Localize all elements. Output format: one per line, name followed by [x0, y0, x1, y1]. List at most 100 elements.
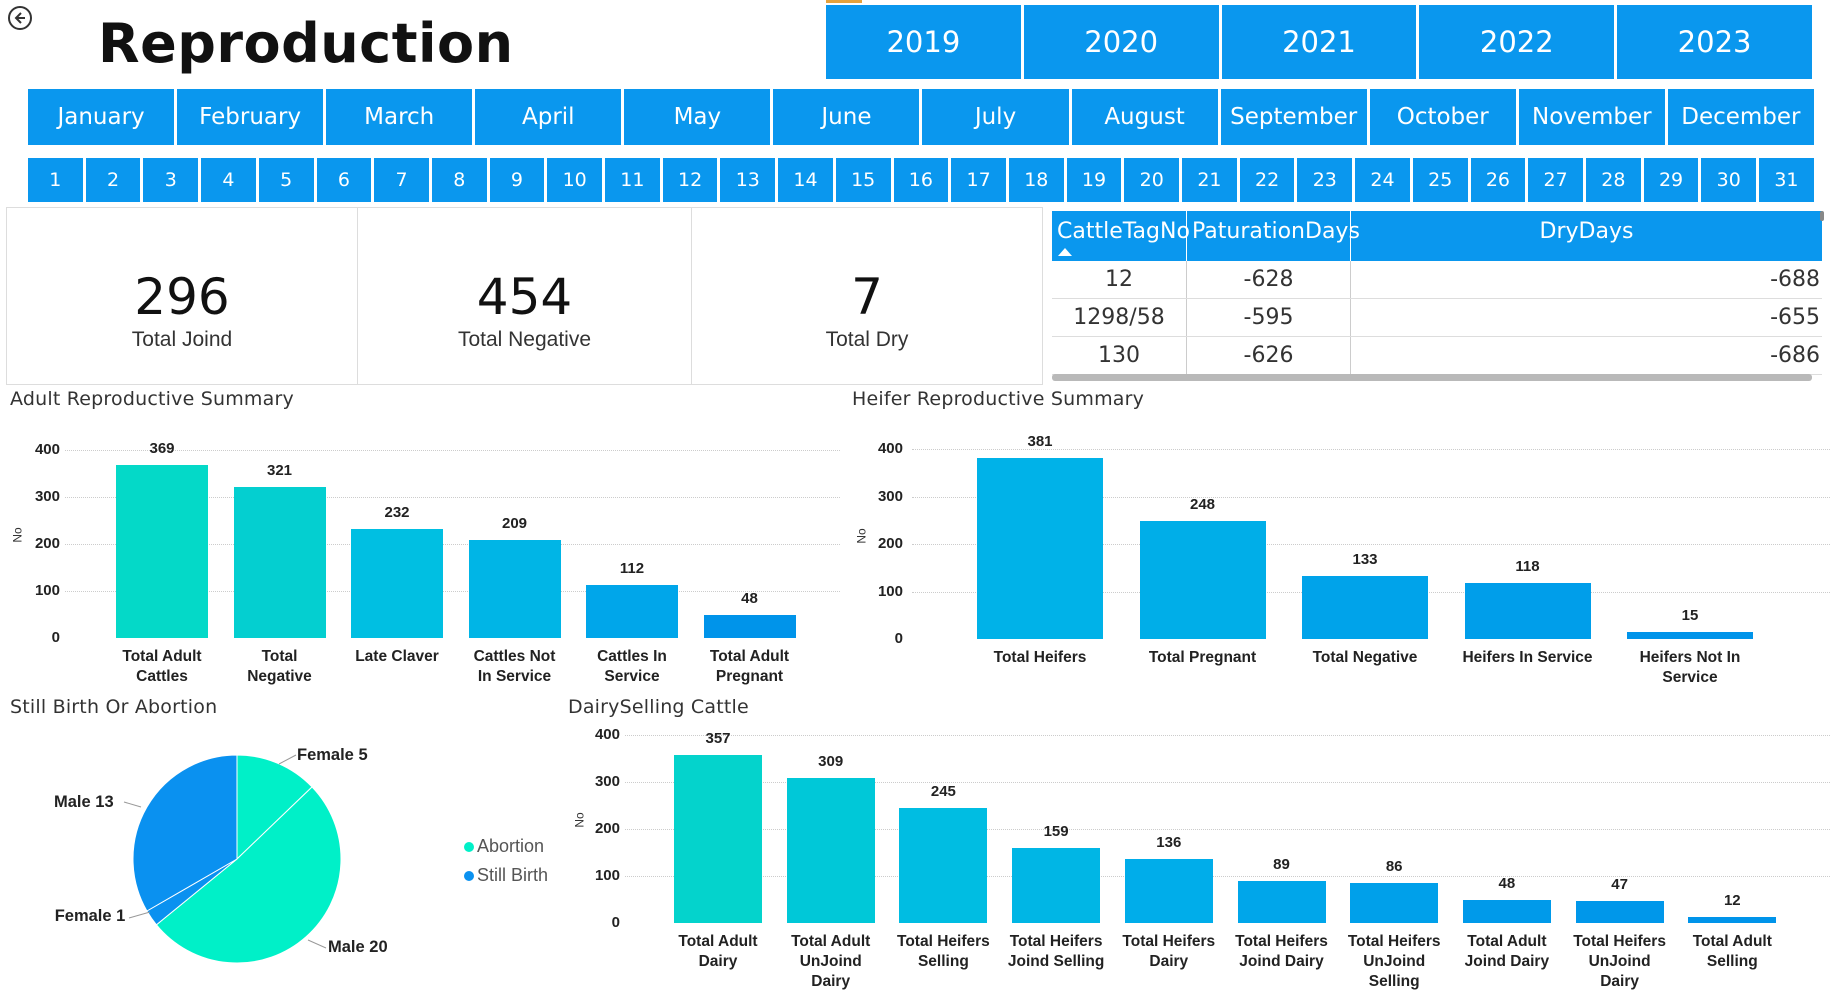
year-option-2019[interactable]: 2019: [826, 5, 1021, 79]
table-vertical-scrollbar[interactable]: [1820, 211, 1824, 221]
heifer-reproductive-chart: No 0 100 200 300 400 381 Total Heifers 248 Total …: [850, 415, 1838, 695]
bar[interactable]: [1139, 521, 1266, 639]
day-option-11[interactable]: 11: [605, 158, 660, 202]
day-option-28[interactable]: 28: [1585, 158, 1641, 202]
day-option-4[interactable]: 4: [201, 158, 256, 202]
bar[interactable]: [1464, 582, 1591, 639]
day-option-25[interactable]: 25: [1412, 158, 1468, 202]
kpi-value: 454: [476, 268, 573, 326]
column-header-cattletagno[interactable]: CattleTagNo: [1052, 211, 1190, 261]
day-option-6[interactable]: 6: [316, 158, 372, 202]
month-option-february[interactable]: February: [177, 89, 324, 145]
bar[interactable]: [586, 585, 678, 638]
bar[interactable]: [674, 755, 762, 923]
legend-item-still-birth[interactable]: Still Birth: [464, 865, 548, 886]
day-option-19[interactable]: 19: [1066, 158, 1122, 202]
month-option-september[interactable]: September: [1220, 89, 1367, 145]
gridline: [65, 591, 840, 592]
pie-slice[interactable]: [132, 754, 238, 912]
bar[interactable]: [1124, 859, 1213, 923]
year-option-2021[interactable]: 2021: [1221, 5, 1417, 79]
day-option-23[interactable]: 23: [1297, 158, 1353, 202]
bar[interactable]: [468, 539, 561, 638]
year-option-2022[interactable]: 2022: [1419, 5, 1615, 79]
day-option-7[interactable]: 7: [374, 158, 429, 202]
day-option-22[interactable]: 22: [1239, 158, 1295, 202]
sort-ascending-icon[interactable]: [1058, 248, 1072, 256]
bar[interactable]: [116, 464, 208, 638]
bar[interactable]: [1012, 848, 1101, 923]
month-option-november[interactable]: November: [1518, 89, 1665, 145]
legend-item-abortion[interactable]: Abortion: [464, 836, 544, 857]
column-header-drydays[interactable]: DryDays: [1351, 211, 1822, 261]
day-option-20[interactable]: 20: [1124, 158, 1180, 202]
bar[interactable]: [1350, 882, 1439, 923]
day-option-29[interactable]: 29: [1643, 158, 1699, 202]
kpi-card-total-dry: 7 Total Dry: [691, 207, 1043, 385]
table-row[interactable]: 130 -626 -686: [1052, 337, 1822, 375]
day-option-14[interactable]: 14: [778, 158, 833, 202]
pie-slice[interactable]: [236, 754, 313, 861]
table-row[interactable]: 1298/58 -595 -655: [1052, 299, 1822, 337]
day-option-30[interactable]: 30: [1701, 158, 1757, 202]
table-horizontal-scrollbar[interactable]: [1052, 374, 1812, 381]
day-option-1[interactable]: 1: [28, 158, 83, 202]
month-option-august[interactable]: August: [1071, 89, 1218, 145]
bar[interactable]: [1627, 631, 1753, 639]
day-option-10[interactable]: 10: [547, 158, 603, 202]
y-tick-label: 300: [34, 488, 60, 505]
bar[interactable]: [1237, 881, 1326, 923]
month-option-january[interactable]: January: [28, 89, 175, 145]
bar[interactable]: [233, 487, 326, 638]
year-slicer-accent: [826, 0, 862, 3]
month-option-october[interactable]: October: [1369, 89, 1516, 145]
column-header-paturationdays[interactable]: PaturationDays: [1187, 211, 1360, 261]
day-option-17[interactable]: 17: [951, 158, 1006, 202]
bar[interactable]: [1575, 900, 1664, 923]
gridline: [65, 544, 840, 545]
bar[interactable]: [1302, 575, 1428, 639]
year-option-2020[interactable]: 2020: [1023, 5, 1219, 79]
day-option-2[interactable]: 2: [85, 158, 141, 202]
y-tick-label: 400: [594, 726, 620, 743]
chart-title: Adult Reproductive Summary: [10, 388, 294, 410]
month-option-june[interactable]: June: [773, 89, 920, 145]
day-option-31[interactable]: 31: [1759, 158, 1814, 202]
month-option-december[interactable]: December: [1667, 89, 1814, 145]
day-option-9[interactable]: 9: [489, 158, 545, 202]
month-option-july[interactable]: July: [922, 89, 1069, 145]
table-cell: 1298/58: [1052, 299, 1187, 336]
data-label: 321: [266, 462, 293, 480]
table-header: CattleTagNo PaturationDays DryDays: [1052, 211, 1822, 261]
day-option-18[interactable]: 18: [1008, 158, 1064, 202]
day-option-15[interactable]: 15: [835, 158, 891, 202]
month-option-march[interactable]: March: [326, 89, 473, 145]
day-option-5[interactable]: 5: [258, 158, 314, 202]
bar[interactable]: [786, 777, 875, 923]
pie-slice[interactable]: [155, 786, 342, 964]
day-option-24[interactable]: 24: [1355, 158, 1410, 202]
day-option-26[interactable]: 26: [1470, 158, 1526, 202]
bar[interactable]: [899, 807, 988, 923]
bar[interactable]: [351, 528, 443, 638]
dairy-selling-chart: No 0 100 200 300 400 357 Total Adult Dairy 309 To…: [560, 722, 1838, 1006]
day-option-8[interactable]: 8: [431, 158, 487, 202]
day-option-12[interactable]: 12: [662, 158, 718, 202]
back-arrow-icon[interactable]: [8, 6, 32, 30]
bar[interactable]: [1688, 917, 1777, 923]
bar[interactable]: [1462, 900, 1551, 923]
day-option-27[interactable]: 27: [1528, 158, 1583, 202]
data-label: 48: [1498, 875, 1516, 893]
month-option-may[interactable]: May: [624, 89, 771, 145]
kpi-label: Total Negative: [457, 328, 592, 351]
day-option-13[interactable]: 13: [720, 158, 776, 202]
table-row[interactable]: 12 -628 -688: [1052, 261, 1822, 299]
bar[interactable]: [703, 615, 796, 638]
day-option-21[interactable]: 21: [1182, 158, 1237, 202]
day-option-16[interactable]: 16: [893, 158, 949, 202]
month-option-april[interactable]: April: [475, 89, 622, 145]
day-option-3[interactable]: 3: [143, 158, 199, 202]
year-option-2023[interactable]: 2023: [1617, 5, 1812, 79]
bar[interactable]: [977, 458, 1103, 639]
